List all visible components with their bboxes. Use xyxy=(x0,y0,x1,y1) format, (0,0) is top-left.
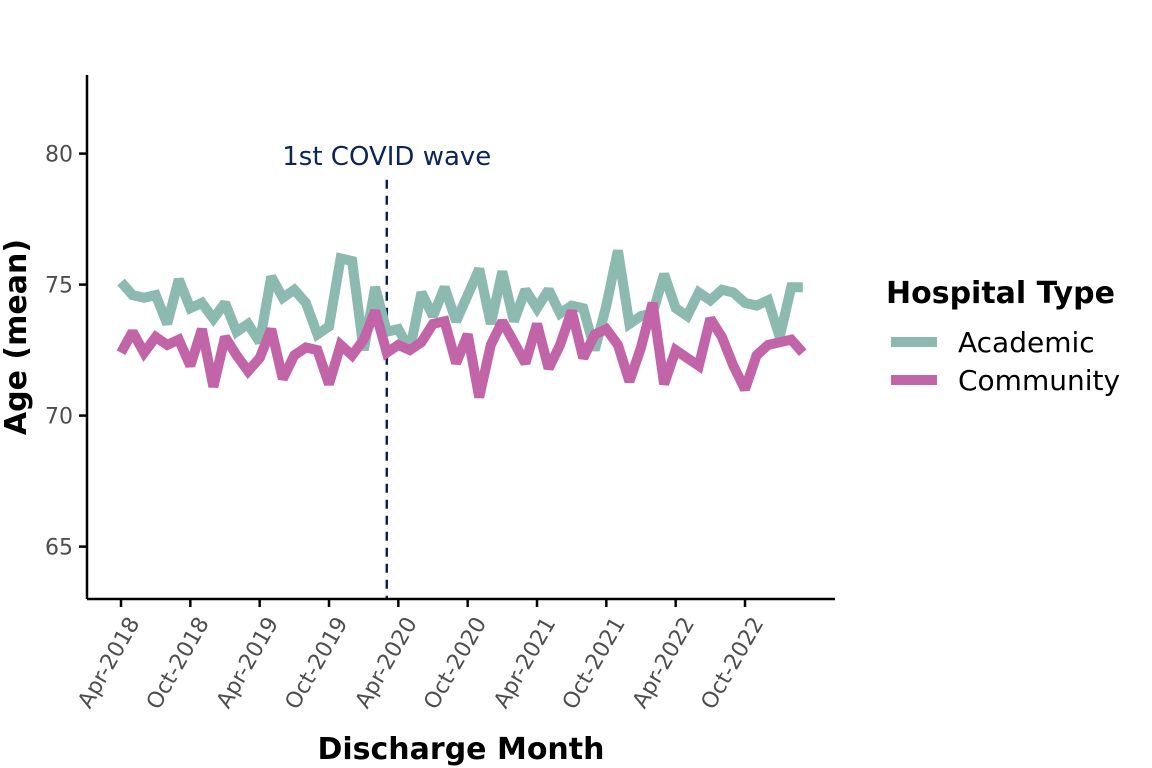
x-tick-label: Oct-2019 xyxy=(281,613,354,714)
x-tick-label: Oct-2020 xyxy=(419,613,492,714)
series-line-academic xyxy=(117,249,803,353)
y-tick-label: 80 xyxy=(45,143,73,168)
x-tick-label: Apr-2021 xyxy=(489,613,561,713)
x-tick-label: Apr-2018 xyxy=(73,613,145,713)
legend: Hospital Type Academic Community xyxy=(886,276,1120,397)
legend-items: Academic Community xyxy=(891,326,1120,397)
series-layer xyxy=(116,249,807,399)
y-axis-ticks: 65 70 75 80 xyxy=(45,143,87,561)
x-tick-label: Apr-2022 xyxy=(628,613,700,713)
legend-label-academic: Academic xyxy=(958,326,1095,359)
covid-wave-annotation: 1st COVID wave xyxy=(282,142,491,172)
y-tick-label: 75 xyxy=(45,274,73,299)
x-tick-label: Oct-2021 xyxy=(558,613,631,714)
x-tick-label: Apr-2020 xyxy=(351,613,423,713)
series-line-community xyxy=(116,301,807,399)
annotation-layer: 1st COVID wave xyxy=(282,142,491,599)
x-axis-ticks: Apr-2018Oct-2018Apr-2019Oct-2019Apr-2020… xyxy=(73,599,769,714)
y-axis-title: Age (mean) xyxy=(0,239,34,435)
legend-label-community: Community xyxy=(958,364,1120,397)
y-tick-label: 70 xyxy=(45,405,73,430)
y-tick-label: 65 xyxy=(45,536,73,561)
legend-title: Hospital Type xyxy=(886,276,1115,311)
x-tick-label: Oct-2022 xyxy=(697,613,770,714)
x-tick-label: Oct-2018 xyxy=(142,613,215,714)
x-tick-label: Apr-2019 xyxy=(212,613,284,713)
x-axis-title: Discharge Month xyxy=(317,732,604,767)
